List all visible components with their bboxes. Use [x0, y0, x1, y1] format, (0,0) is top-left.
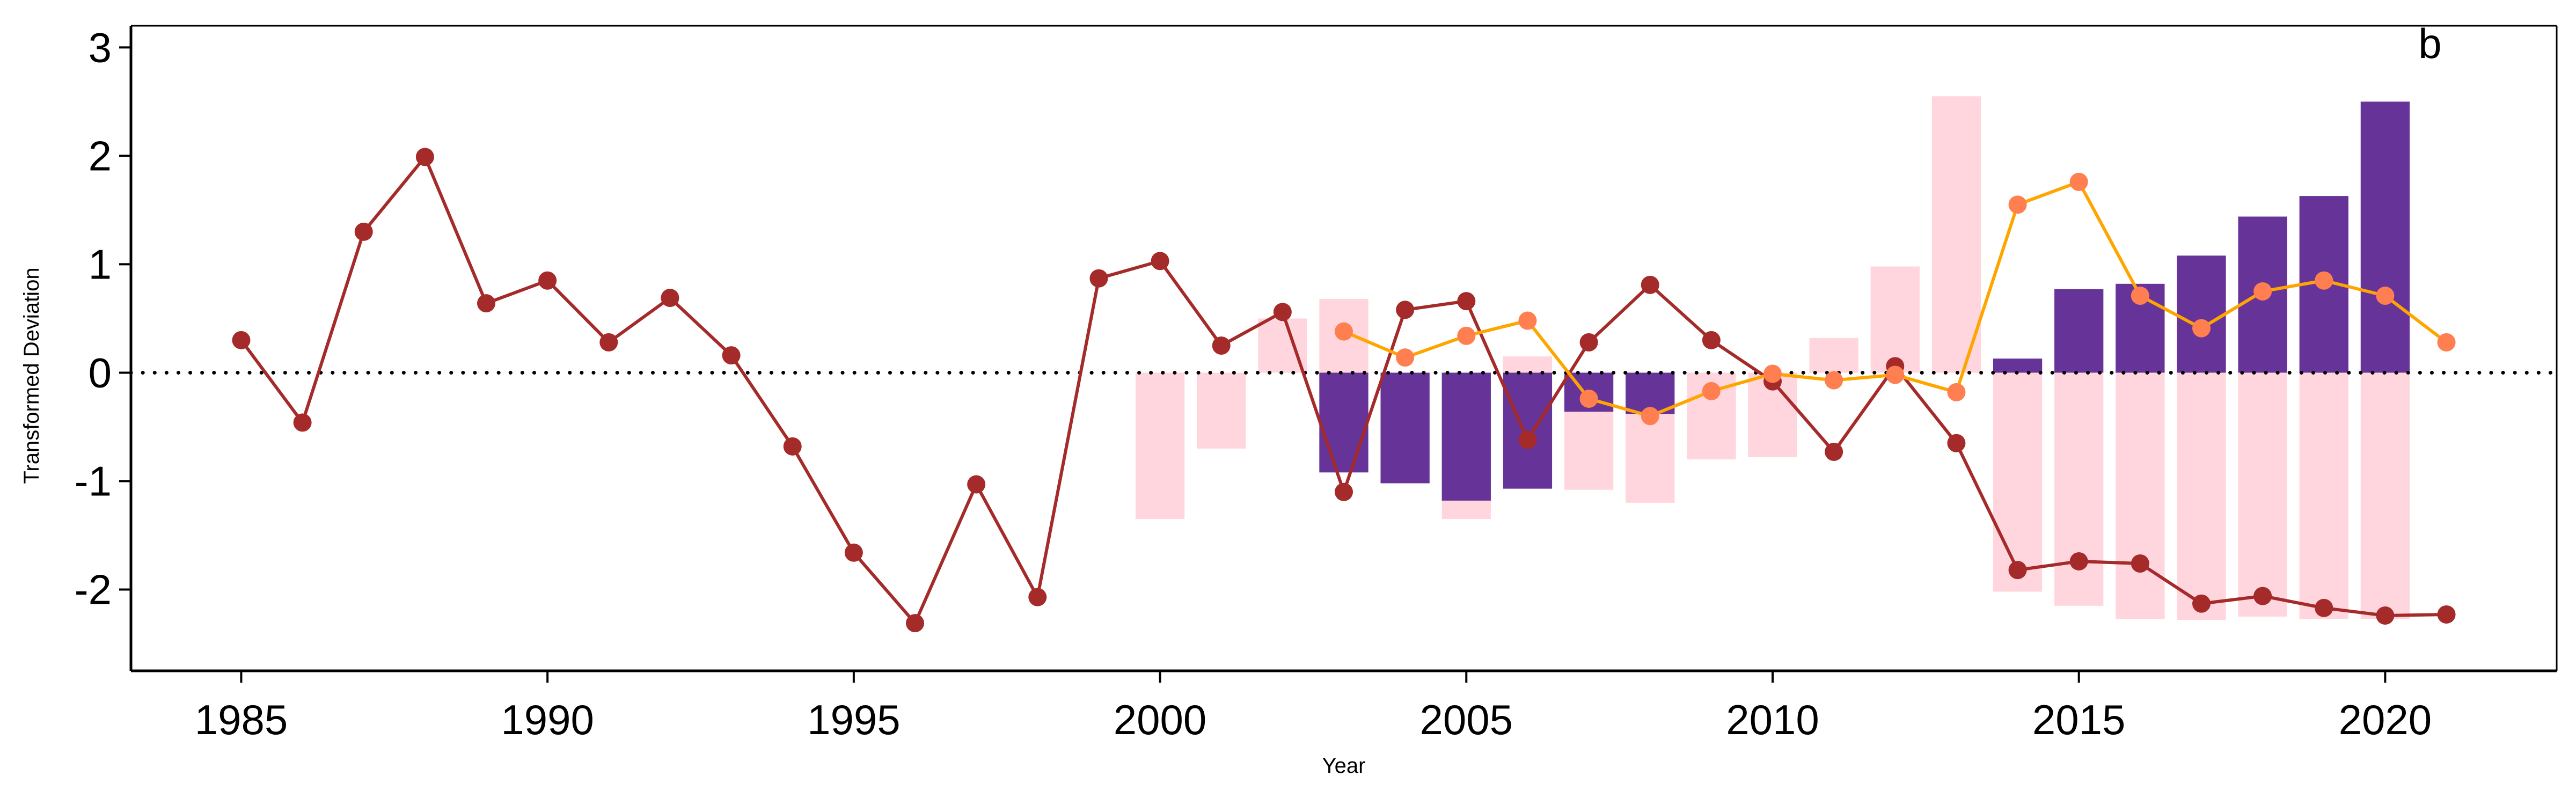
point-s0-1994	[783, 437, 802, 456]
point-s0-2007	[1579, 333, 1598, 352]
point-s0-2015	[2069, 552, 2088, 570]
x-axis-title: Year	[1322, 754, 1366, 778]
y-tick-label-0: 0	[89, 349, 112, 396]
point-s1-2012	[1886, 365, 1905, 384]
point-s1-2018	[2253, 282, 2272, 301]
x-tick-label-1985: 1985	[195, 696, 288, 743]
y-tick-label-3: 3	[89, 24, 112, 71]
bar-s0-2019	[2299, 372, 2348, 619]
bar-s1-2005	[1441, 372, 1491, 501]
point-s0-1993	[722, 346, 741, 365]
bar-s1-2020	[2360, 101, 2410, 373]
point-s0-2019	[2315, 598, 2333, 617]
bar-s0-2015	[2054, 372, 2104, 606]
point-s1-2011	[1825, 371, 1843, 390]
point-s1-2017	[2192, 319, 2211, 338]
bar-s0-2020	[2360, 372, 2410, 619]
point-s1-2003	[1335, 322, 1353, 341]
bar-s1-2014	[1993, 358, 2043, 373]
point-s0-2011	[1825, 442, 1843, 461]
x-tick-label-1990: 1990	[501, 696, 594, 743]
x-tick-label-2015: 2015	[2032, 696, 2126, 743]
bar-s1-2015	[2054, 289, 2104, 373]
point-s0-2004	[1396, 301, 1415, 319]
y-tick-label--1: -1	[75, 457, 112, 504]
point-s0-2002	[1273, 303, 1292, 321]
point-s0-1999	[1089, 269, 1108, 288]
x-tick-label-2010: 2010	[1726, 696, 1819, 743]
x-tick-label-1995: 1995	[807, 696, 901, 743]
bar-s1-2017	[2177, 255, 2226, 373]
point-s1-2005	[1457, 326, 1476, 345]
point-s0-2009	[1702, 331, 1721, 349]
point-s0-2001	[1212, 336, 1231, 355]
bar-s0-2001	[1197, 372, 1246, 449]
point-s0-2006	[1518, 430, 1537, 449]
point-s0-2003	[1335, 482, 1353, 501]
point-s1-2019	[2315, 271, 2333, 290]
bar-s1-2006	[1503, 372, 1553, 489]
point-s0-1985	[232, 331, 251, 349]
point-s0-2005	[1457, 292, 1476, 311]
point-s1-2016	[2131, 287, 2149, 305]
point-s0-1990	[538, 271, 557, 290]
point-s1-2020	[2376, 287, 2395, 305]
point-s0-1996	[906, 614, 925, 633]
point-s0-2018	[2253, 587, 2272, 605]
point-s0-2000	[1151, 252, 1169, 270]
bar-s0-2000	[1135, 372, 1185, 519]
point-s0-2020	[2376, 606, 2395, 625]
y-axis-title: Transformed Deviation	[20, 267, 43, 484]
bar-s0-2006	[1503, 356, 1553, 373]
bar-s0-2017	[2177, 372, 2226, 620]
point-s1-2007	[1579, 389, 1598, 408]
y-tick-label-1: 1	[89, 240, 112, 288]
point-s0-2017	[2192, 594, 2211, 613]
point-s1-2021	[2437, 333, 2456, 352]
bar-s0-2011	[1809, 338, 1858, 373]
y-tick-label--2: -2	[75, 566, 112, 613]
point-s0-2016	[2131, 554, 2149, 573]
point-s0-2021	[2437, 605, 2456, 624]
point-s1-2008	[1641, 407, 1659, 426]
point-s0-2008	[1641, 275, 1659, 294]
point-s1-2006	[1518, 311, 1537, 330]
point-s0-1986	[293, 413, 312, 432]
point-s1-2014	[2008, 195, 2027, 214]
x-tick-label-2020: 2020	[2339, 696, 2432, 743]
point-s1-2015	[2069, 172, 2088, 191]
point-s0-1988	[415, 148, 434, 166]
point-s1-2004	[1396, 348, 1415, 367]
point-s0-1998	[1028, 588, 1047, 606]
point-s1-2009	[1702, 382, 1721, 400]
bar-s0-2013	[1931, 96, 1981, 373]
x-tick-label-2000: 2000	[1114, 696, 1207, 743]
panel-label: b	[2418, 20, 2441, 67]
point-s0-1995	[844, 543, 863, 562]
bar-s1-2004	[1380, 372, 1430, 484]
bar-s0-2016	[2116, 372, 2165, 619]
bar-s0-2014	[1993, 372, 2043, 592]
bar-s0-2018	[2238, 372, 2287, 617]
bar-s1-2003	[1319, 372, 1368, 473]
point-s0-1991	[599, 333, 618, 352]
point-s0-1987	[354, 222, 373, 241]
point-s0-2014	[2008, 561, 2027, 580]
point-s0-1989	[477, 294, 496, 313]
point-s0-2013	[1947, 434, 1966, 452]
y-tick-label-2: 2	[89, 132, 112, 179]
point-s0-1992	[661, 289, 679, 308]
point-s1-2013	[1947, 383, 1966, 401]
x-tick-label-2005: 2005	[1420, 696, 1513, 743]
lines-layer	[232, 148, 2456, 633]
point-s0-1997	[967, 475, 986, 494]
point-s1-2010	[1763, 364, 1782, 383]
axes-layer: 1985 1990 1995 2000 2005 2010 2015 2020 -2 -1 0 1 2 3	[75, 24, 2558, 743]
bars-layer	[1135, 96, 2410, 620]
bar-s0-2012	[1870, 266, 1920, 373]
